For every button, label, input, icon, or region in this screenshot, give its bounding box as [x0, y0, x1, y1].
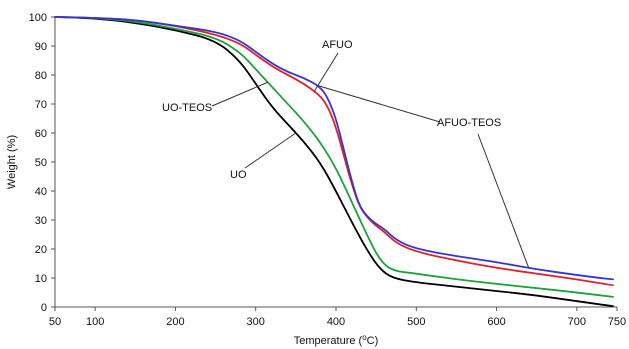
- annotation-uo-teos: UO-TEOS: [162, 102, 212, 114]
- annotation-afuo-teos: AFUO-TEOS: [437, 117, 501, 129]
- annotation-afuo: AFUO: [322, 39, 353, 51]
- y-tick-label: 0: [41, 302, 47, 314]
- series-line-uo-teos: [54, 16, 614, 298]
- y-tick-label: 70: [35, 99, 47, 111]
- x-tick-label: 300: [247, 316, 265, 328]
- y-tick-label: 50: [35, 157, 47, 169]
- x-tick-label: 500: [407, 316, 425, 328]
- annotation-labels: AFUO UO-TEOS AFUO-TEOS UO: [162, 39, 501, 181]
- series-line-afuo: [54, 16, 614, 287]
- y-tick-label: 40: [35, 186, 47, 198]
- series-line-afuo-teos: [54, 16, 614, 281]
- series-lines: [54, 16, 614, 308]
- x-axis-title: Temperature (oC): [294, 333, 379, 347]
- x-tick-label: 400: [327, 316, 345, 328]
- leader-uo: [244, 132, 297, 169]
- y-tick-label: 80: [35, 70, 47, 82]
- annotation-uo: UO: [230, 169, 247, 181]
- y-axis-title: Weight (%): [6, 135, 18, 189]
- y-tick-label: 10: [35, 273, 47, 285]
- x-axis-title-degree: o: [362, 333, 367, 342]
- y-ticks: 0 10 20 30 40 50 60 70 80 90 100: [29, 12, 55, 314]
- y-tick-label: 90: [35, 41, 47, 53]
- x-tick-label: 750: [608, 316, 626, 328]
- x-tick-label: 700: [568, 316, 586, 328]
- x-ticks: 50 100 200 300 400 500 600 700 750: [49, 307, 626, 328]
- axes: [54, 17, 617, 308]
- y-tick-label: 100: [29, 12, 47, 24]
- series-line-uo: [54, 16, 614, 308]
- y-tick-label: 20: [35, 244, 47, 256]
- x-tick-label: 600: [487, 316, 505, 328]
- leader-afuo: [313, 52, 339, 92]
- x-tick-label: 200: [166, 316, 184, 328]
- x-tick-label: 100: [86, 316, 104, 328]
- x-tick-label: 50: [49, 316, 61, 328]
- y-tick-label: 60: [35, 128, 47, 140]
- x-axis-title-unit: C): [367, 335, 379, 347]
- leader-afuo-teos-1: [318, 85, 441, 123]
- x-axis-title-text: Temperature (: [294, 335, 363, 347]
- leader-afuo-teos-2: [477, 133, 530, 269]
- annotation-leaders: [211, 52, 530, 269]
- y-tick-label: 30: [35, 215, 47, 227]
- leader-uo-teos: [211, 81, 268, 107]
